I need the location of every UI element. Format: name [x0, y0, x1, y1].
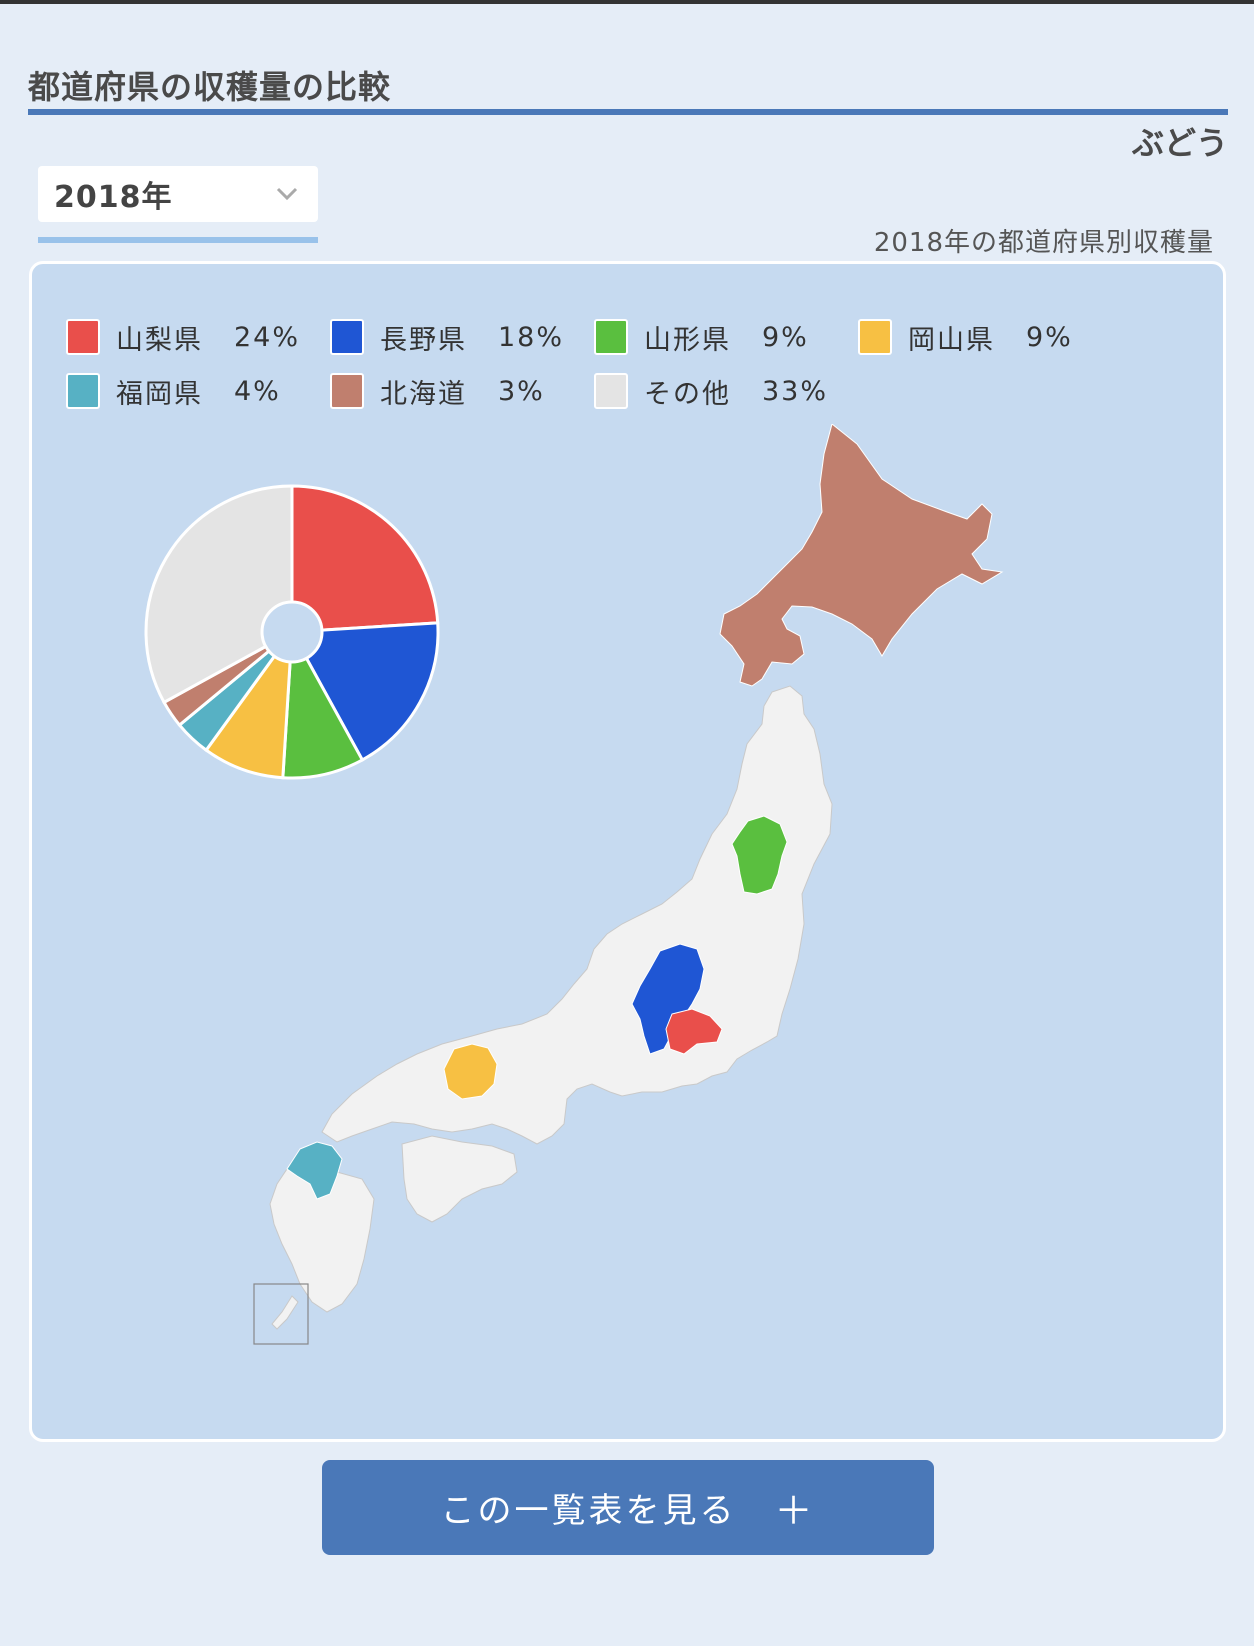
year-select-value: 2018年 — [54, 180, 173, 215]
view-table-button-label: この一覧表を見る — [440, 1491, 737, 1531]
legend-item: 長野県 18% — [330, 317, 564, 357]
chevron-down-icon — [276, 187, 298, 201]
top-border — [0, 0, 1254, 4]
legend-name: 山形県 — [644, 324, 731, 356]
legend-percent: 3% — [498, 375, 545, 407]
chart-subtitle: 2018年の都道府県別収穫量 — [873, 228, 1214, 258]
map-shikoku[interactable] — [401, 1135, 518, 1223]
map-okayama[interactable] — [443, 1043, 498, 1100]
legend-percent: 18% — [498, 321, 565, 353]
legend-swatch — [594, 319, 628, 355]
year-select-underline — [38, 237, 318, 243]
pie-slice[interactable] — [281, 626, 365, 780]
legend-swatch — [330, 319, 364, 355]
pie-chart — [144, 484, 440, 780]
legend-swatch — [858, 319, 892, 355]
year-select[interactable]: 2018年 — [38, 166, 318, 222]
pie-slice[interactable] — [289, 621, 440, 762]
crop-name: ぶどう — [1131, 124, 1228, 162]
legend-name: 山梨県 — [116, 324, 203, 356]
legend-name: 長野県 — [380, 324, 467, 356]
legend-name: 福岡県 — [116, 378, 203, 410]
map-okinawa-inset — [253, 1283, 309, 1345]
legend-name: その他 — [644, 378, 731, 410]
map-yamanashi[interactable] — [665, 1008, 723, 1055]
map-yamagata[interactable] — [731, 815, 788, 895]
legend-swatch — [66, 319, 100, 355]
legend-item: 山梨県 24% — [66, 317, 300, 357]
map-kyushu[interactable] — [269, 1163, 375, 1313]
legend-item: 北海道 3% — [330, 371, 545, 411]
pie-slice[interactable] — [290, 484, 440, 634]
pie-slice[interactable] — [144, 484, 294, 705]
legend-item: 岡山県 9% — [858, 317, 1073, 357]
legend-item: その他 33% — [594, 371, 828, 411]
legend-swatch — [66, 373, 100, 409]
legend-percent: 24% — [234, 321, 301, 353]
japan-map — [253, 424, 1004, 1345]
plus-icon: ＋ — [774, 1489, 816, 1533]
map-hokkaido[interactable] — [719, 424, 1004, 687]
view-table-button[interactable]: この一覧表を見る ＋ — [322, 1460, 934, 1555]
legend-swatch — [330, 373, 364, 409]
legend-percent: 9% — [762, 321, 809, 353]
title-rule — [28, 109, 1228, 115]
map-fukuoka[interactable] — [286, 1141, 343, 1200]
pie-center-hole — [260, 600, 324, 664]
chart-panel: 山梨県 24% 長野県 18% 山形県 9% 岡山県 9% 福岡県 4% 北海道 3% その他 33% — [29, 261, 1226, 1442]
legend-item: 山形県 9% — [594, 317, 809, 357]
map-okinawa[interactable] — [271, 1295, 299, 1330]
page-title: 都道府県の収穫量の比較 — [28, 68, 392, 106]
legend-item: 福岡県 4% — [66, 371, 281, 411]
legend-name: 北海道 — [380, 378, 467, 410]
legend-swatch — [594, 373, 628, 409]
map-honshu[interactable] — [321, 685, 833, 1145]
legend-name: 岡山県 — [908, 324, 995, 356]
legend-percent: 4% — [234, 375, 281, 407]
pie-slice[interactable] — [204, 626, 294, 780]
legend-percent: 9% — [1026, 321, 1073, 353]
legend-percent: 33% — [762, 375, 829, 407]
